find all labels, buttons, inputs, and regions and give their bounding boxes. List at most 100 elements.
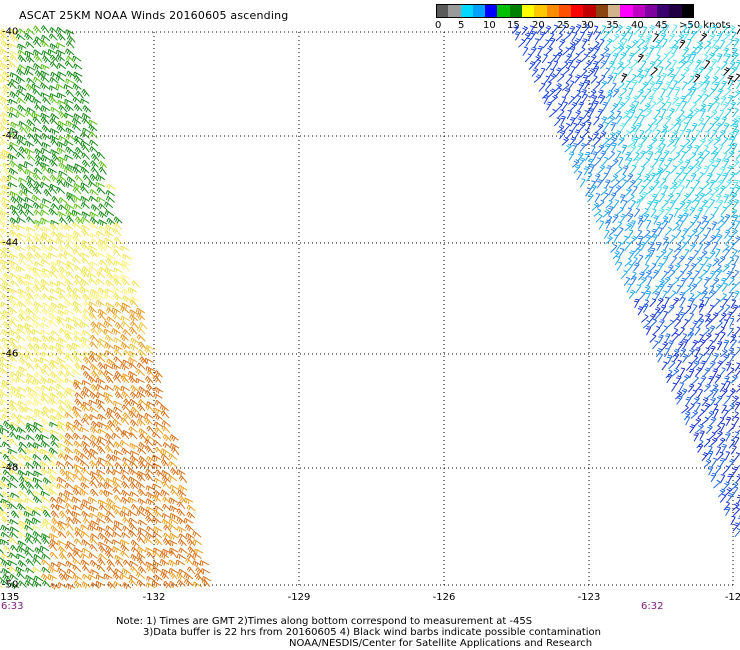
wind-barb bbox=[587, 68, 596, 78]
wind-barb bbox=[731, 248, 738, 259]
wind-barb bbox=[730, 263, 736, 274]
wind-barb bbox=[104, 424, 114, 433]
wind-barb bbox=[638, 291, 646, 301]
wind-barb bbox=[72, 488, 82, 496]
wind-barb bbox=[676, 395, 683, 405]
wind-barb bbox=[40, 112, 50, 120]
wind-barb bbox=[1, 461, 11, 469]
wind-barb bbox=[128, 432, 138, 440]
wind-barb bbox=[136, 536, 146, 544]
wind-swath-west bbox=[0, 25, 212, 590]
wind-barb bbox=[9, 403, 18, 412]
wind-barb bbox=[678, 382, 685, 392]
wind-barb bbox=[39, 203, 50, 209]
wind-barb bbox=[700, 123, 706, 133]
wind-barb bbox=[732, 269, 740, 279]
wind-barb bbox=[49, 414, 60, 422]
wind-barb bbox=[687, 59, 694, 69]
wind-barb bbox=[0, 62, 10, 70]
wind-barb bbox=[31, 194, 41, 202]
wind-barb bbox=[710, 437, 718, 447]
wind-barb bbox=[728, 388, 736, 398]
wind-barb bbox=[81, 144, 90, 153]
wind-barb bbox=[32, 306, 42, 315]
wind-barb bbox=[647, 241, 655, 251]
wind-barb bbox=[64, 412, 74, 419]
wind-barb bbox=[0, 391, 10, 398]
wind-barb bbox=[721, 152, 728, 162]
wind-barb bbox=[652, 340, 659, 350]
wind-barb bbox=[659, 178, 667, 188]
wind-barb bbox=[656, 115, 664, 125]
x-tick-label-126: -126 bbox=[432, 592, 456, 603]
wind-barb bbox=[693, 179, 700, 190]
wind-barb bbox=[8, 287, 18, 295]
wind-barb bbox=[57, 399, 67, 406]
wind-barb bbox=[533, 74, 542, 83]
wind-barb bbox=[630, 39, 639, 49]
wind-barb bbox=[97, 532, 108, 540]
wind-barb bbox=[73, 265, 83, 273]
wind-barb bbox=[47, 252, 58, 258]
wind-barb bbox=[716, 233, 723, 244]
wind-barb bbox=[724, 487, 733, 496]
wind-barb bbox=[644, 88, 652, 98]
wind-barb bbox=[717, 255, 726, 265]
wind-barb bbox=[661, 341, 669, 351]
wind-barb bbox=[636, 33, 644, 43]
wind-barb bbox=[56, 186, 66, 195]
wind-barb bbox=[639, 114, 646, 125]
wind-barb bbox=[9, 573, 19, 581]
wind-barb bbox=[645, 290, 652, 301]
wind-barb bbox=[97, 238, 108, 246]
wind-barb bbox=[688, 152, 697, 161]
wind-barb bbox=[697, 318, 705, 328]
wind-barb bbox=[106, 559, 115, 567]
wind-barb bbox=[47, 377, 57, 385]
wind-barb bbox=[49, 54, 59, 63]
wind-barb bbox=[671, 382, 677, 392]
wind-barb bbox=[73, 455, 84, 463]
wind-barb bbox=[136, 326, 146, 335]
wind-barb bbox=[644, 108, 653, 118]
wind-barb bbox=[596, 199, 605, 209]
wind-barb bbox=[591, 95, 598, 105]
wind-barb bbox=[72, 574, 82, 582]
wind-barb bbox=[654, 255, 661, 265]
wind-barb bbox=[656, 297, 664, 307]
wind-barb bbox=[661, 361, 668, 371]
wind-barb bbox=[633, 136, 639, 146]
wind-barb bbox=[47, 566, 58, 574]
wind-barb bbox=[66, 552, 76, 561]
wind-barb bbox=[733, 452, 740, 462]
wind-barb bbox=[583, 24, 591, 34]
wind-barb bbox=[48, 543, 58, 552]
note-line-3: NOAA/NESDIS/Center for Satellite Applica… bbox=[289, 638, 593, 649]
wind-barb bbox=[8, 112, 18, 119]
wind-barb bbox=[73, 538, 83, 546]
wind-barb bbox=[602, 122, 609, 132]
wind-barb bbox=[703, 347, 710, 357]
wind-barb bbox=[10, 121, 20, 129]
wind-barb bbox=[65, 89, 75, 98]
wind-barb bbox=[652, 179, 660, 189]
x-tick-label-135: -135 bbox=[0, 592, 20, 603]
wind-barb bbox=[645, 37, 651, 47]
wind-barb bbox=[40, 278, 50, 287]
wind-barb bbox=[113, 400, 123, 407]
wind-barb bbox=[58, 573, 68, 581]
wind-barb bbox=[707, 122, 715, 132]
wind-barb bbox=[26, 362, 35, 371]
wind-barb bbox=[8, 537, 18, 545]
wind-barb bbox=[32, 313, 42, 321]
wind-barb bbox=[88, 119, 98, 126]
colorbar-label-50-knots: >50 knots bbox=[679, 20, 731, 31]
wind-barb bbox=[719, 185, 726, 195]
wind-barb bbox=[128, 579, 138, 587]
wind-barb bbox=[56, 496, 66, 504]
wind-barb bbox=[694, 145, 700, 155]
wind-barb bbox=[637, 53, 644, 63]
wind-barb bbox=[144, 347, 154, 356]
wind-barb bbox=[120, 363, 130, 371]
wind-barb bbox=[621, 38, 628, 48]
